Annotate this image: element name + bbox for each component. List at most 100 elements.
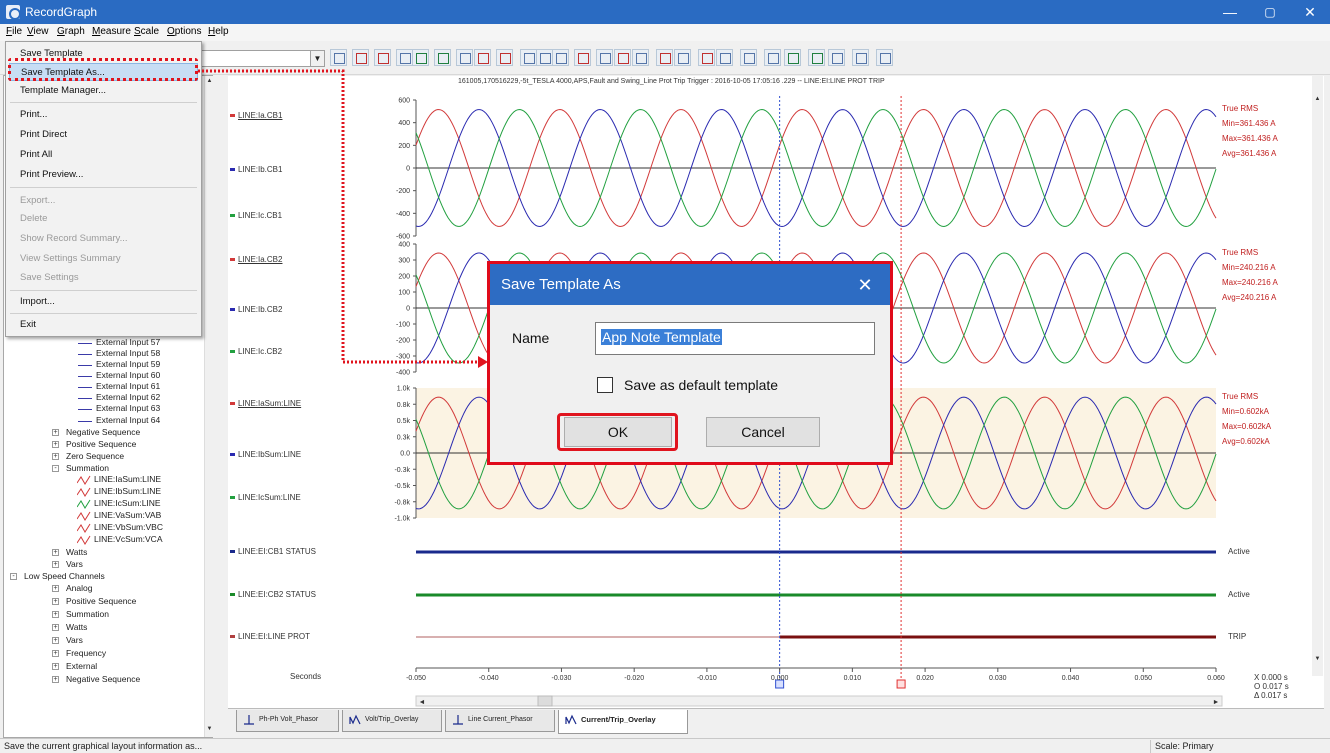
expand-icon[interactable]: + [52, 676, 59, 683]
tree-item-summation-channel[interactable]: LINE:IbSum:LINE [77, 486, 161, 497]
collapse-icon[interactable]: - [52, 465, 59, 472]
tree-item-external-input[interactable]: External Input 57 [78, 337, 160, 348]
tree-item-low-speed-2[interactable]: + Summation [52, 609, 109, 620]
toolbar-button-20[interactable] [716, 49, 733, 66]
menu-template-manager[interactable]: Template Manager... [20, 85, 107, 96]
tree-item-external-input[interactable]: External Input 59 [78, 359, 160, 370]
menu-print[interactable]: Print... [20, 109, 48, 120]
tab-volt-trip-overlay[interactable]: Volt/Trip_Overlay [342, 710, 442, 732]
menu-file[interactable]: File [6, 26, 23, 37]
toolbar-button-16[interactable] [632, 49, 649, 66]
digital-channel-label[interactable]: LINE:EI:LINE PROT [230, 632, 310, 641]
toolbar-button-22[interactable] [764, 49, 781, 66]
scroll-up-icon[interactable]: ▲ [206, 78, 213, 84]
toolbar-button-9[interactable] [496, 49, 513, 66]
expand-icon[interactable]: + [52, 585, 59, 592]
tree-item-external-input[interactable]: External Input 63 [78, 403, 160, 414]
dialog-close-icon[interactable]: ✕ [857, 275, 873, 295]
menu-print-preview[interactable]: Print Preview... [20, 169, 84, 180]
expand-icon[interactable]: + [52, 549, 59, 556]
expand-icon[interactable]: + [52, 429, 59, 436]
scroll-down-icon[interactable]: ▼ [1314, 656, 1321, 662]
toolbar-button-23[interactable] [784, 49, 801, 66]
tab-line-current-phasor[interactable]: Line Current_Phasor [445, 710, 555, 732]
toolbar-button-19[interactable] [698, 49, 715, 66]
toolbar-button-14[interactable] [596, 49, 613, 66]
menu-scale[interactable]: Scale [134, 26, 160, 37]
tree-item-external-input[interactable]: External Input 62 [78, 392, 160, 403]
toolbar-button-21[interactable] [740, 49, 757, 66]
chevron-down-icon[interactable]: ▼ [310, 51, 324, 66]
toolbar-button-25[interactable] [828, 49, 845, 66]
tab-ph-ph-volt-phasor[interactable]: Ph-Ph Volt_Phasor [236, 710, 339, 732]
toolbar-button-26[interactable] [852, 49, 869, 66]
menu-import[interactable]: Import... [20, 296, 55, 307]
tree-item-low-speed-6[interactable]: + External [52, 661, 97, 672]
tree-item-low-speed-0[interactable]: + Analog [52, 583, 92, 594]
tree-item-low-speed-7[interactable]: + Negative Sequence [52, 674, 140, 685]
menu-options[interactable]: Options [167, 26, 202, 37]
cancel-button[interactable]: Cancel [706, 417, 820, 447]
tab-current-trip-overlay[interactable]: Current/Trip_Overlay [558, 710, 688, 734]
toolbar-button-15[interactable] [614, 49, 631, 66]
ok-button[interactable]: OK [564, 417, 672, 447]
channel-label[interactable]: LINE:IbSum:LINE [230, 450, 301, 459]
toolbar-button-18[interactable] [674, 49, 691, 66]
expand-icon[interactable]: + [52, 637, 59, 644]
toolbar-button-7[interactable] [456, 49, 473, 66]
tree-item-summation-channel[interactable]: LINE:IaSum:LINE [77, 474, 161, 485]
toolbar-button-8[interactable] [474, 49, 491, 66]
toolbar-button-11[interactable] [536, 49, 553, 66]
tree-item-external-input[interactable]: External Input 60 [78, 370, 160, 381]
graph-vertical-scrollbar[interactable]: ▲ ▼ [1312, 76, 1323, 676]
toolbar-button-3[interactable] [374, 49, 391, 66]
tree-item-summation-channel[interactable]: LINE:IcSum:LINE [77, 498, 161, 509]
tree-item-low-speed-channels[interactable]: - Low Speed Channels [10, 571, 105, 582]
tree-item-summation-channel[interactable]: LINE:VaSum:VAB [77, 510, 161, 521]
channel-label[interactable]: LINE:Ib.CB1 [230, 165, 282, 174]
expand-icon[interactable]: + [52, 663, 59, 670]
tree-item-vars[interactable]: + Vars [52, 559, 83, 570]
channel-label[interactable]: LINE:Ia.CB2 [230, 255, 282, 264]
menu-print-direct[interactable]: Print Direct [20, 129, 67, 140]
channel-label[interactable]: LINE:IaSum:LINE [230, 399, 301, 408]
toolbar-button-27[interactable] [876, 49, 893, 66]
toolbar-button-6[interactable] [434, 49, 451, 66]
menu-graph[interactable]: Graph [57, 26, 85, 37]
tree-item-external-input[interactable]: External Input 58 [78, 348, 160, 359]
menu-print-all[interactable]: Print All [20, 149, 53, 160]
digital-channel-label[interactable]: LINE:EI:CB1 STATUS [230, 547, 316, 556]
default-template-label[interactable]: Save as default template [624, 377, 779, 393]
tree-item-external-input[interactable]: External Input 64 [78, 415, 160, 426]
template-name-input[interactable]: App Note Template [595, 322, 875, 355]
channel-label[interactable]: LINE:Ic.CB2 [230, 347, 282, 356]
toolbar-button-12[interactable] [552, 49, 569, 66]
tree-item-low-speed-4[interactable]: + Vars [52, 635, 83, 646]
toolbar-button-2[interactable] [352, 49, 369, 66]
menu-save-template[interactable]: Save Template [20, 48, 83, 59]
scroll-up-icon[interactable]: ▲ [1314, 96, 1321, 102]
tree-item-low-speed-1[interactable]: + Positive Sequence [52, 596, 136, 607]
channel-label[interactable]: LINE:IcSum:LINE [230, 493, 301, 502]
menu-measure[interactable]: Measure [92, 26, 131, 37]
toolbar-button-17[interactable] [656, 49, 673, 66]
collapse-icon[interactable]: - [10, 573, 17, 580]
toolbar-button-1[interactable] [330, 49, 347, 66]
template-dropdown[interactable]: ▼ [195, 50, 325, 67]
scroll-down-icon[interactable]: ▼ [206, 726, 213, 732]
tree-item-negative-sequence[interactable]: + Negative Sequence [52, 427, 140, 438]
tree-scrollbar[interactable]: ▲ ▼ [204, 76, 213, 737]
maximize-button[interactable]: ▢ [1264, 5, 1276, 19]
expand-icon[interactable]: + [52, 561, 59, 568]
menu-exit[interactable]: Exit [20, 319, 36, 330]
toolbar-button-4[interactable] [396, 49, 413, 66]
toolbar-button-24[interactable] [808, 49, 825, 66]
tree-item-low-speed-3[interactable]: + Watts [52, 622, 87, 633]
default-template-checkbox[interactable] [597, 377, 613, 393]
expand-icon[interactable]: + [52, 441, 59, 448]
tree-item-summation[interactable]: - Summation [52, 463, 109, 474]
tree-item-watts[interactable]: + Watts [52, 547, 87, 558]
minimize-button[interactable]: — [1223, 4, 1237, 20]
expand-icon[interactable]: + [52, 624, 59, 631]
expand-icon[interactable]: + [52, 650, 59, 657]
